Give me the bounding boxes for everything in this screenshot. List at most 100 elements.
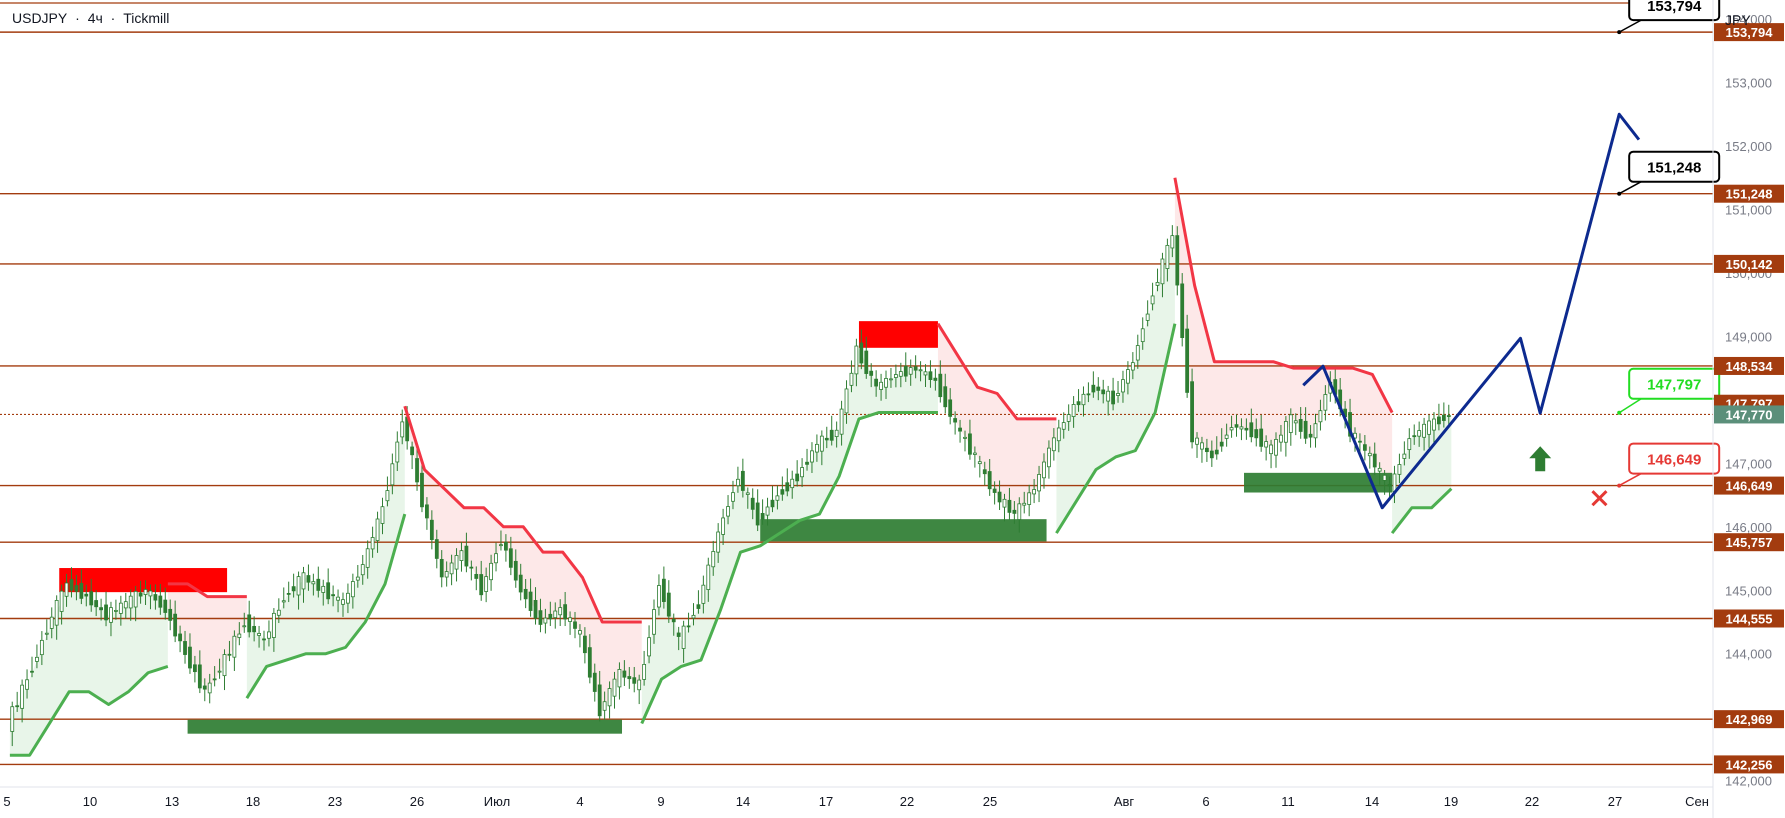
candle-body [10,706,15,732]
candle-body [1012,509,1017,514]
x-tick-label: 6 [1202,794,1209,809]
candle-body [35,656,39,662]
candle-body [316,578,321,591]
header-separator: · [110,10,116,26]
candle-body [928,371,933,380]
candle-body [874,378,879,387]
uptrend-fill [9,583,168,756]
candle-body [1135,345,1140,361]
candle-body [168,608,173,621]
candle-body [1116,393,1120,396]
candle-body [143,589,148,595]
candle-body [400,421,405,438]
candle-body [740,470,745,491]
candle-body [222,654,227,677]
candle-body [1392,473,1397,492]
candle-body [1362,444,1367,451]
candle-body [652,609,656,635]
candle-body [987,471,992,490]
candle-body [20,684,25,709]
candle-body [1308,433,1313,438]
candle-body [25,679,29,690]
candle-body [30,670,34,673]
demand-zone [187,719,623,734]
timeframe-label[interactable]: 4ч [87,10,103,26]
candle-body [953,418,958,423]
candle-body [923,371,928,376]
chart-header: USDJPY · 4ч · Tickmill [12,10,173,26]
candle-body [563,604,568,620]
supertrend-up-line [640,411,938,725]
candle-body [1234,424,1239,428]
candle-body [503,541,508,551]
x-tick-label: 22 [1525,794,1539,809]
candle-body [1259,428,1264,447]
supertrend-up-line [245,513,407,699]
candle-body [1091,384,1096,393]
candle-body [869,370,874,376]
candle-body [1269,444,1273,455]
candle-body [800,467,804,478]
candle-body [1180,283,1185,339]
projection-path [1302,112,1641,510]
candle-body [1165,244,1170,269]
y-tick-label: 149,000 [1725,329,1772,344]
candle-body [1170,235,1175,249]
candle-body [1037,474,1041,492]
candle-body [805,461,809,465]
candle-body [568,617,572,622]
x-tick-label: 18 [246,794,260,809]
candle-body [291,586,296,592]
candle-body [716,531,721,553]
candle-body [617,669,622,688]
candle-body [829,429,834,441]
candle-body [1061,422,1066,430]
candle-body [1323,394,1328,411]
x-tick-label: Сен [1685,794,1709,809]
candle-body [671,618,676,623]
candle-body [815,443,819,453]
callout-leader [1618,398,1642,414]
candle-body [454,555,459,570]
candle-body [849,372,854,386]
candle-body [1195,437,1199,445]
candle-body [257,633,261,636]
candle-body [884,378,888,388]
candle-body [1446,415,1451,417]
candle-body [1224,434,1229,439]
candle-body [607,688,612,707]
candle-body [133,590,138,608]
uptrend-fill [1056,234,1175,534]
candle-body [731,492,735,502]
candle-body [99,607,104,611]
candle-body [612,678,617,697]
supertrend-up-line [1055,323,1177,534]
candle-body [59,590,64,612]
candle-body [790,478,795,489]
y-tick-label: 145,000 [1725,583,1772,598]
candle-body [691,614,696,619]
candle-body [1417,430,1422,437]
x-tick-label: 22 [900,794,914,809]
downtrend-fill [167,583,247,692]
symbol-label[interactable]: USDJPY [12,10,68,26]
candle-body [543,617,548,624]
current-price-label: 147,770 [1726,407,1773,422]
candle-body [69,579,74,591]
candle-body [775,495,780,501]
candle-body [227,653,232,656]
axis-unit-label[interactable]: JPY [1725,12,1751,28]
demand-zone [1244,472,1393,493]
candle-body [1209,450,1214,459]
candle-body [197,664,202,689]
candle-body [1397,464,1402,475]
candle-body [889,378,893,381]
candle-body [1106,390,1111,402]
candle-body [913,366,918,371]
candle-body [390,463,395,486]
candle-body [859,342,864,364]
callout-box [1628,367,1721,400]
candle-body [104,604,108,621]
candle-body [1318,410,1323,423]
